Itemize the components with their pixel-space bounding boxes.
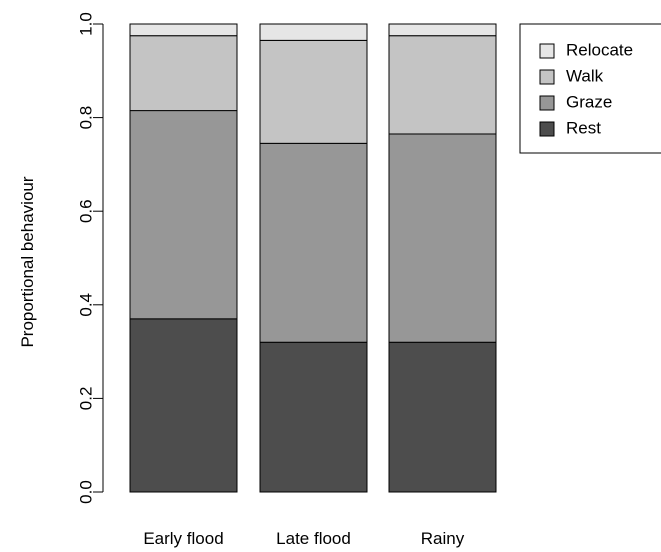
bar-segment-rest <box>129 318 238 493</box>
y-tick-label: 0.0 <box>76 480 95 504</box>
legend-swatch-walk <box>539 69 555 85</box>
legend-label-rest: Rest <box>566 118 601 137</box>
y-tick-label: 0.2 <box>76 387 95 411</box>
y-tick-label: 1.0 <box>76 12 95 36</box>
y-axis-label: Proportional behaviour <box>18 176 37 347</box>
legend-label-walk: Walk <box>566 66 604 85</box>
bar-segment-relocate <box>388 23 497 37</box>
y-tick-label: 0.6 <box>76 199 95 223</box>
bar-segment-rest <box>259 341 368 493</box>
legend-swatch-graze <box>539 95 555 111</box>
bar-segment-rest <box>388 341 497 493</box>
legend-label-graze: Graze <box>566 92 612 111</box>
legend: Relocate Walk Graze Rest <box>519 23 661 154</box>
bar-segment-walk <box>259 39 368 144</box>
legend-swatch-rest <box>539 121 555 137</box>
bar-segment-walk <box>129 35 238 112</box>
legend-swatch-relocate <box>539 43 555 59</box>
y-tick-label: 0.4 <box>76 293 95 317</box>
y-tick-label: 0.8 <box>76 106 95 130</box>
bar-segment-graze <box>259 142 368 343</box>
bars-group <box>129 23 497 493</box>
x-axis-labels: Early flood Late flood Rainy <box>143 529 464 548</box>
x-category-label: Late flood <box>276 529 351 548</box>
bar-segment-walk <box>388 35 497 135</box>
x-category-label: Early flood <box>143 529 223 548</box>
x-category-label: Rainy <box>421 529 465 548</box>
bar-segment-relocate <box>129 23 238 37</box>
bar-segment-graze <box>388 133 497 343</box>
y-axis: 0.0 0.2 0.4 0.6 0.8 1.0 <box>76 12 104 504</box>
bar-segment-graze <box>129 110 238 320</box>
legend-label-relocate: Relocate <box>566 40 633 59</box>
bar-segment-relocate <box>259 23 368 41</box>
